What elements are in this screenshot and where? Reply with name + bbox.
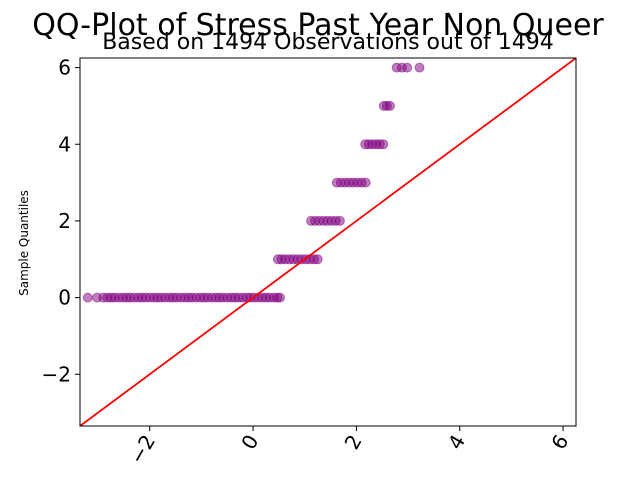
reference-line <box>80 58 576 426</box>
x-tick-label: −2 <box>125 431 161 469</box>
y-tick-label: 4 <box>58 132 71 156</box>
chart-subtitle: Based on 1494 Observations out of 1494 <box>102 30 554 55</box>
chart-title: QQ-Plot of Stress Past Year Non Queer <box>32 8 604 43</box>
data-point <box>385 100 395 111</box>
x-tick-label: 2 <box>340 431 367 454</box>
x-axis: −2 0 2 4 6 <box>125 426 573 469</box>
x-tick-label: 6 <box>546 431 573 454</box>
data-point <box>82 292 93 303</box>
scatter-points <box>82 62 425 303</box>
data-point <box>378 139 389 150</box>
plot-frame <box>79 57 577 427</box>
y-tick-label: −2 <box>42 362 71 386</box>
x-tick-label: 4 <box>443 431 470 454</box>
data-point <box>414 62 425 73</box>
data-point <box>360 177 371 188</box>
y-axis-label: Sample Quantiles <box>17 190 31 296</box>
data-point <box>402 62 413 73</box>
y-tick-label: 0 <box>58 286 71 310</box>
x-tick-label: 0 <box>236 431 263 454</box>
data-point <box>334 215 345 226</box>
reference-line-group <box>80 58 576 426</box>
data-point <box>312 254 323 265</box>
data-point <box>275 292 285 303</box>
y-tick-label: 6 <box>58 56 71 80</box>
y-tick-label: 2 <box>58 209 71 233</box>
y-axis: −2 0 2 4 6 <box>42 56 80 386</box>
